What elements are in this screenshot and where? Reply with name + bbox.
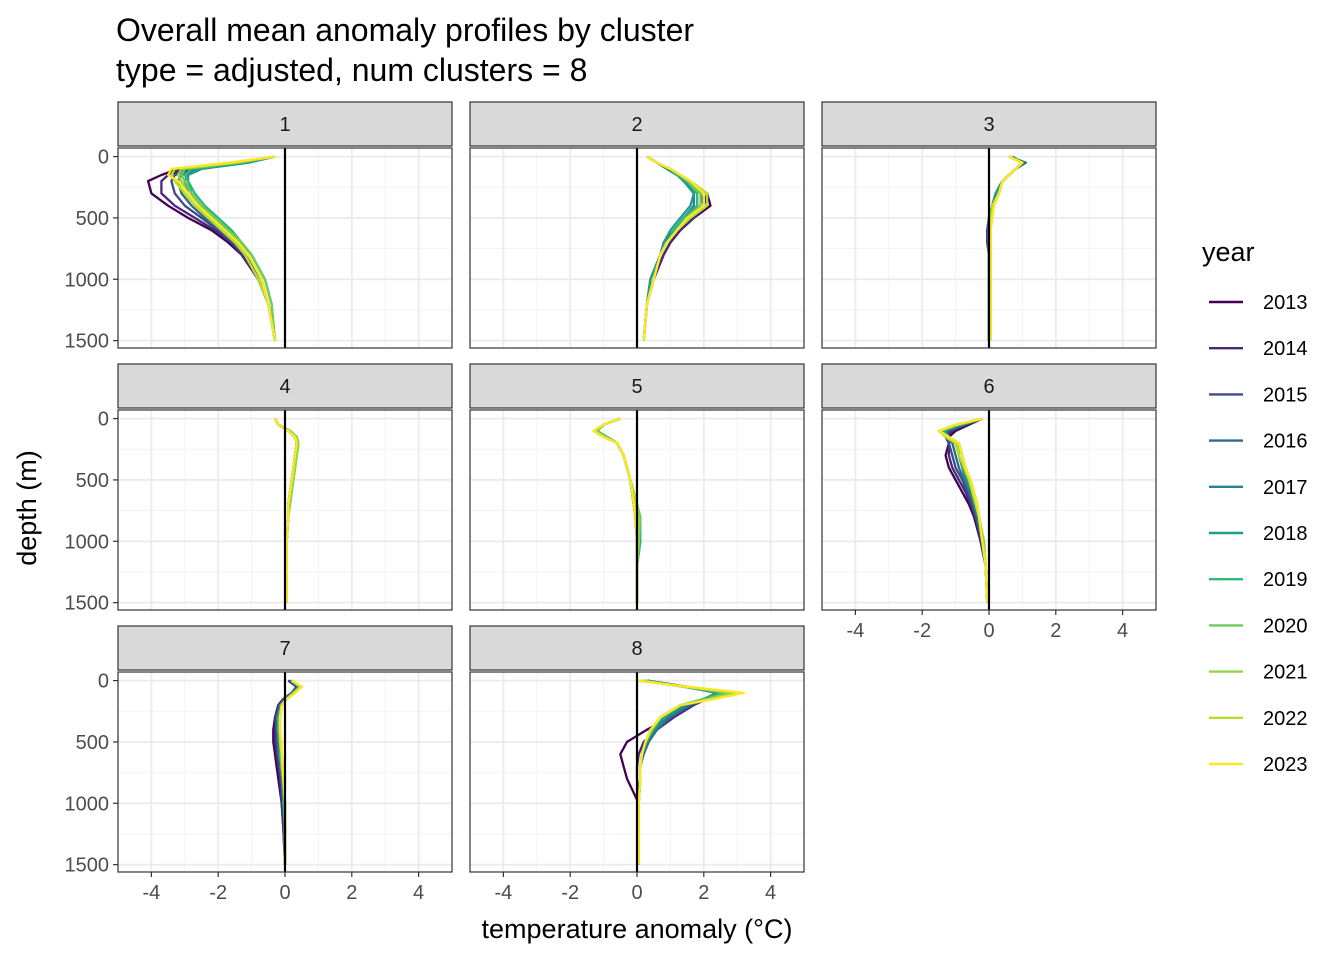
legend-item-2018: 2018 [1209,523,1308,545]
series-line-2023 [937,417,989,603]
panel-4: 4 0 500 1000 1500 [65,363,453,615]
x-tick-label: 0 [279,882,290,904]
x-tick-label: 2 [1050,620,1061,642]
chart-title-line-1: Overall mean anomaly profiles by cluster [116,12,695,48]
y-tick-label: 500 [76,470,109,492]
legend-item-2020: 2020 [1209,615,1308,637]
legend-item-2016: 2016 [1209,431,1308,453]
panel-strip [117,101,453,147]
x-tick-label: 2 [346,882,357,904]
panel-strip [469,101,805,147]
legend-item-2017: 2017 [1209,477,1308,499]
panel-strip [469,363,805,409]
panel-border [117,409,453,611]
legend-label: 2015 [1263,384,1308,406]
x-tick-label: -2 [209,882,227,904]
legend-label: 2022 [1263,708,1308,730]
panel-border [469,147,805,349]
panel-strip-label: 6 [983,376,994,398]
x-tick-label: 4 [1117,620,1128,642]
panel-strip-label: 1 [279,114,290,136]
panel-strip-label: 2 [631,114,642,136]
y-tick-label: 1500 [65,855,110,877]
panel-3: 3 [821,101,1157,349]
legend-item-2021: 2021 [1209,662,1308,684]
x-axis-label: temperature anomaly (°C) [482,914,793,944]
legend-label: 2016 [1263,431,1308,453]
panel-border [821,147,1157,349]
legend-item-2013: 2013 [1209,292,1308,314]
y-tick-label: 1000 [65,531,110,553]
series-line-2023 [273,418,298,603]
legend-label: 2021 [1263,662,1308,684]
x-tick-label: 4 [765,882,776,904]
panel-strip [821,101,1157,147]
y-tick-label: 1500 [65,593,110,615]
panel-strip-label: 3 [983,114,994,136]
legend-label: 2020 [1263,615,1308,637]
series-line-2023 [636,679,746,865]
panel-2: 2 [469,101,805,349]
x-tick-label: 0 [983,620,994,642]
legend-label: 2023 [1263,754,1308,776]
y-tick-label: 1000 [65,793,110,815]
series-line-2014 [944,417,989,603]
panel-1: 1 0 500 1000 1500 [65,101,453,353]
y-tick-label: 1000 [65,269,110,291]
series-line-2020 [180,155,277,341]
x-tick-label: 2 [698,882,709,904]
series-line-2022 [170,155,277,341]
x-tick-label: -2 [913,620,931,642]
y-tick-label: 0 [98,147,109,169]
x-tick-label: 4 [413,882,424,904]
y-tick-label: 1500 [65,331,110,353]
series-line-2018 [642,155,695,341]
legend-label: 2018 [1263,523,1308,545]
facet-panels: 1 0 500 1000 1500 2 3 4 0 500 1000 1500 5 6 -4 -2 0 2 4 7 0 5… [65,101,1157,904]
legend-items: 2013 2014 2015 2016 2017 2018 2019 2020 2021 2022… [1209,292,1308,776]
panel-border [469,409,805,611]
chart-title-line-2: type = adjusted, num clusters = 8 [116,52,588,88]
y-tick-label: 0 [98,671,109,693]
panel-strip [117,625,453,671]
legend-item-2022: 2022 [1209,708,1308,730]
series-line-2023 [166,155,277,341]
panel-6: 6 -4 -2 0 2 4 [821,363,1157,642]
legend-item-2023: 2023 [1209,754,1308,776]
x-tick-label: -4 [143,882,161,904]
panel-strip-label: 4 [279,376,290,398]
panel-5: 5 [469,363,805,611]
panel-7: 7 0 500 1000 1500 -4 -2 0 2 4 [65,625,453,904]
panel-8: 8 -4 -2 0 2 4 [469,625,805,904]
panel-strip-label: 8 [631,638,642,660]
legend: year 2013 2014 2015 2016 2017 2018 2019 2020 202… [1202,237,1308,776]
x-tick-label: 0 [631,882,642,904]
x-tick-label: -4 [847,620,865,642]
legend-item-2019: 2019 [1209,569,1308,591]
series-line-2023 [642,155,705,341]
legend-item-2015: 2015 [1209,384,1308,406]
y-axis-label: depth (m) [12,450,42,566]
legend-label: 2013 [1263,292,1308,314]
legend-label: 2017 [1263,477,1308,499]
series-line-2023 [989,155,1024,341]
panel-strip [117,363,453,409]
panel-strip-label: 5 [631,376,642,398]
panel-border [117,147,453,349]
y-tick-label: 0 [98,409,109,431]
y-tick-label: 500 [76,208,109,230]
panel-strip-label: 7 [279,638,290,660]
legend-label: 2019 [1263,569,1308,591]
x-tick-label: -4 [495,882,513,904]
panel-strip [821,363,1157,409]
legend-label: 2014 [1263,338,1308,360]
chart-title: Overall mean anomaly profiles by cluster… [116,10,694,90]
x-tick-label: -2 [561,882,579,904]
legend-item-2014: 2014 [1209,338,1308,360]
legend-title: year [1202,237,1255,267]
y-tick-label: 500 [76,732,109,754]
panel-strip [469,625,805,671]
